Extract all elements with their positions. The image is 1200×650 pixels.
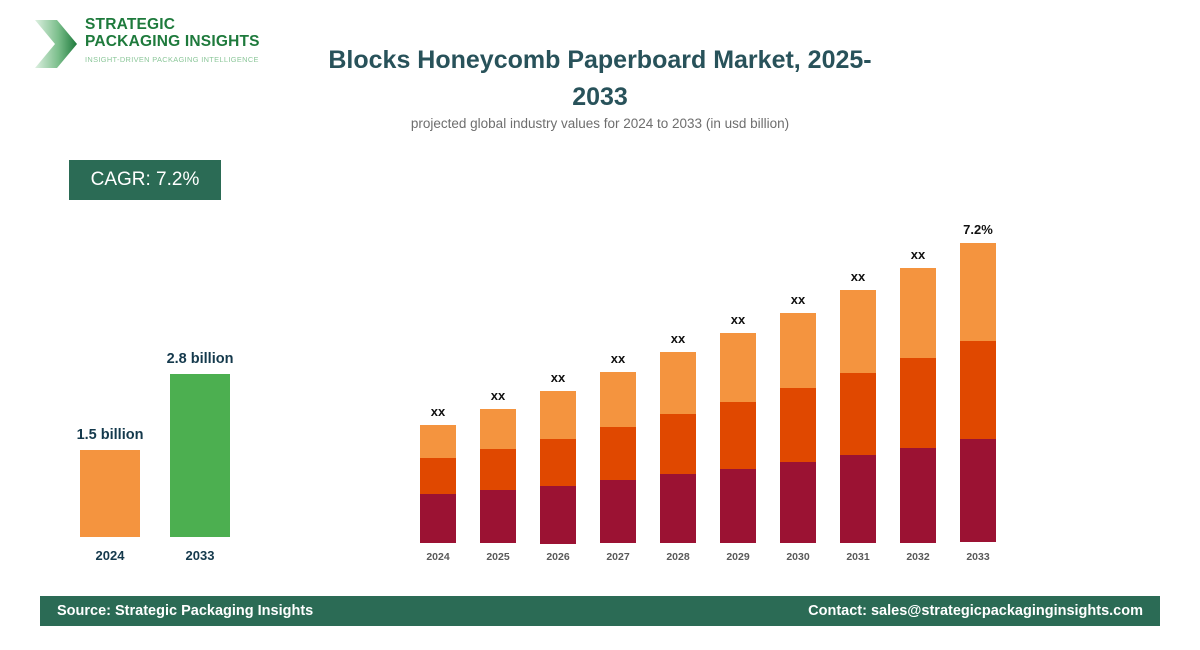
stacked-segment-segment-top-2025 (480, 409, 516, 449)
stacked-segment-segment-bottom-2027 (600, 480, 636, 543)
stacked-segment-segment-bottom-2032 (900, 448, 936, 543)
logo-tagline: INSIGHT-DRIVEN PACKAGING INTELLIGENCE (85, 55, 259, 64)
stacked-segment-segment-middle-2032 (900, 358, 936, 448)
stacked-segment-segment-bottom-2033 (960, 439, 996, 542)
stacked-segment-segment-middle-2026 (540, 439, 576, 486)
stacked-bar-group-2024: xx 2024 (410, 200, 466, 565)
stacked-bar-group-2032: xx 2032 (890, 200, 946, 565)
stacked-bar-group-2027: xx 2027 (590, 200, 646, 565)
stacked-segment-segment-top-2031 (840, 290, 876, 373)
stacked-year-label-2030: 2030 (786, 551, 810, 563)
stacked-bar-group-2033: 7.2% 2033 (950, 200, 1006, 565)
stacked-bar-value-label-2026: xx (550, 370, 566, 385)
page-title: Blocks Honeycomb Paperboard Market, 2025… (328, 46, 872, 111)
logo-line-1: STRATEGIC (85, 16, 176, 33)
stacked-year-label-2027: 2027 (606, 551, 630, 563)
stacked-bar-2031 (840, 290, 876, 543)
stacked-segment-segment-top-2028 (660, 352, 696, 414)
footer-contact: Contact: sales@strategicpackaginginsight… (808, 603, 1143, 619)
stacked-bar-group-2025: xx 2025 (470, 200, 526, 565)
comparison-value-label-2033: 2.8 billion (166, 351, 234, 367)
stacked-bar-2025 (480, 409, 516, 543)
stacked-bar-value-label-2027: xx (610, 351, 626, 366)
logo-wordmark: STRATEGIC PACKAGING INSIGHTS INSIGHT-DRI… (85, 16, 265, 64)
stacked-segment-segment-top-2024 (420, 425, 456, 458)
stacked-bar-2033 (960, 243, 996, 543)
stacked-year-label-2028: 2028 (666, 551, 690, 563)
chevron-right-icon (35, 20, 77, 68)
stacked-segment-segment-top-2033 (960, 243, 996, 341)
stacked-bar-chart: xx 2024 xx 2025 xx 2026 xx 2027 xx 2028 xx 2029 xx 20… (405, 200, 1015, 565)
footer-source: Source: Strategic Packaging Insights (57, 603, 314, 619)
stacked-bar-group-2029: xx 2029 (710, 200, 766, 565)
stacked-segment-segment-middle-2031 (840, 373, 876, 455)
stacked-bar-value-label-2033: 7.2% (963, 222, 993, 237)
comparison-bar-chart: 1.5 billion 2024 2.8 billion 2033 (40, 300, 290, 565)
comparison-year-label-2024: 2024 (95, 548, 125, 563)
comparison-year-label-2033: 2033 (185, 548, 215, 563)
stacked-segment-segment-middle-2029 (720, 402, 756, 469)
stacked-year-label-2024: 2024 (426, 551, 450, 563)
brand-logo: STRATEGIC PACKAGING INSIGHTS INSIGHT-DRI… (33, 14, 263, 76)
stacked-bar-2032 (900, 268, 936, 543)
stacked-segment-segment-middle-2028 (660, 414, 696, 474)
stacked-bar-2026 (540, 391, 576, 544)
stacked-segment-segment-bottom-2026 (540, 486, 576, 544)
stacked-bar-2029 (720, 333, 756, 543)
stacked-bar-2030 (780, 313, 816, 543)
stacked-year-label-2025: 2025 (486, 551, 510, 563)
stacked-segment-segment-bottom-2029 (720, 469, 756, 543)
cagr-badge: CAGR: 7.2% (69, 160, 221, 200)
stacked-segment-segment-bottom-2030 (780, 462, 816, 543)
stacked-segment-segment-bottom-2025 (480, 490, 516, 543)
stacked-segment-segment-top-2027 (600, 372, 636, 427)
stacked-bar-value-label-2025: xx (490, 388, 506, 403)
stacked-bar-group-2028: xx 2028 (650, 200, 706, 565)
stacked-bar-value-label-2031: xx (850, 269, 866, 284)
stacked-bar-value-label-2028: xx (670, 331, 686, 346)
stacked-segment-segment-top-2032 (900, 268, 936, 358)
stacked-bar-group-2031: xx 2031 (830, 200, 886, 565)
stacked-segment-segment-middle-2027 (600, 427, 636, 480)
stacked-segment-segment-bottom-2031 (840, 455, 876, 543)
footer-bar: Source: Strategic Packaging Insights Con… (40, 596, 1160, 626)
stacked-segment-segment-middle-2024 (420, 458, 456, 494)
logo-line-2: PACKAGING INSIGHTS (85, 33, 260, 50)
comparison-bar-2033 (170, 374, 230, 537)
stacked-segment-segment-bottom-2028 (660, 474, 696, 543)
stacked-year-label-2032: 2032 (906, 551, 930, 563)
stacked-segment-segment-top-2026 (540, 391, 576, 439)
stacked-year-label-2026: 2026 (546, 551, 570, 563)
cagr-badge-label: CAGR: 7.2% (90, 169, 200, 190)
stacked-bar-value-label-2030: xx (790, 292, 806, 307)
comparison-value-label-2024: 1.5 billion (76, 427, 144, 443)
stacked-bar-value-label-2029: xx (730, 312, 746, 327)
stacked-segment-segment-middle-2030 (780, 388, 816, 462)
stacked-bar-group-2026: xx 2026 (530, 200, 586, 565)
page-subtitle: projected global industry values for 202… (410, 116, 790, 131)
stacked-year-label-2029: 2029 (726, 551, 750, 563)
stacked-segment-segment-bottom-2024 (420, 494, 456, 543)
stacked-segment-segment-top-2029 (720, 333, 756, 402)
stacked-segment-segment-top-2030 (780, 313, 816, 388)
stacked-bar-group-2030: xx 2030 (770, 200, 826, 565)
stacked-bar-value-label-2024: xx (430, 404, 446, 419)
comparison-bar-2024 (80, 450, 140, 537)
stacked-bar-2024 (420, 425, 456, 543)
stacked-bar-2027 (600, 372, 636, 543)
stacked-year-label-2031: 2031 (846, 551, 870, 563)
stacked-year-label-2033: 2033 (966, 551, 990, 563)
stacked-segment-segment-middle-2033 (960, 341, 996, 439)
stacked-bar-value-label-2032: xx (910, 247, 926, 262)
stacked-segment-segment-middle-2025 (480, 449, 516, 490)
stacked-bar-2028 (660, 352, 696, 543)
